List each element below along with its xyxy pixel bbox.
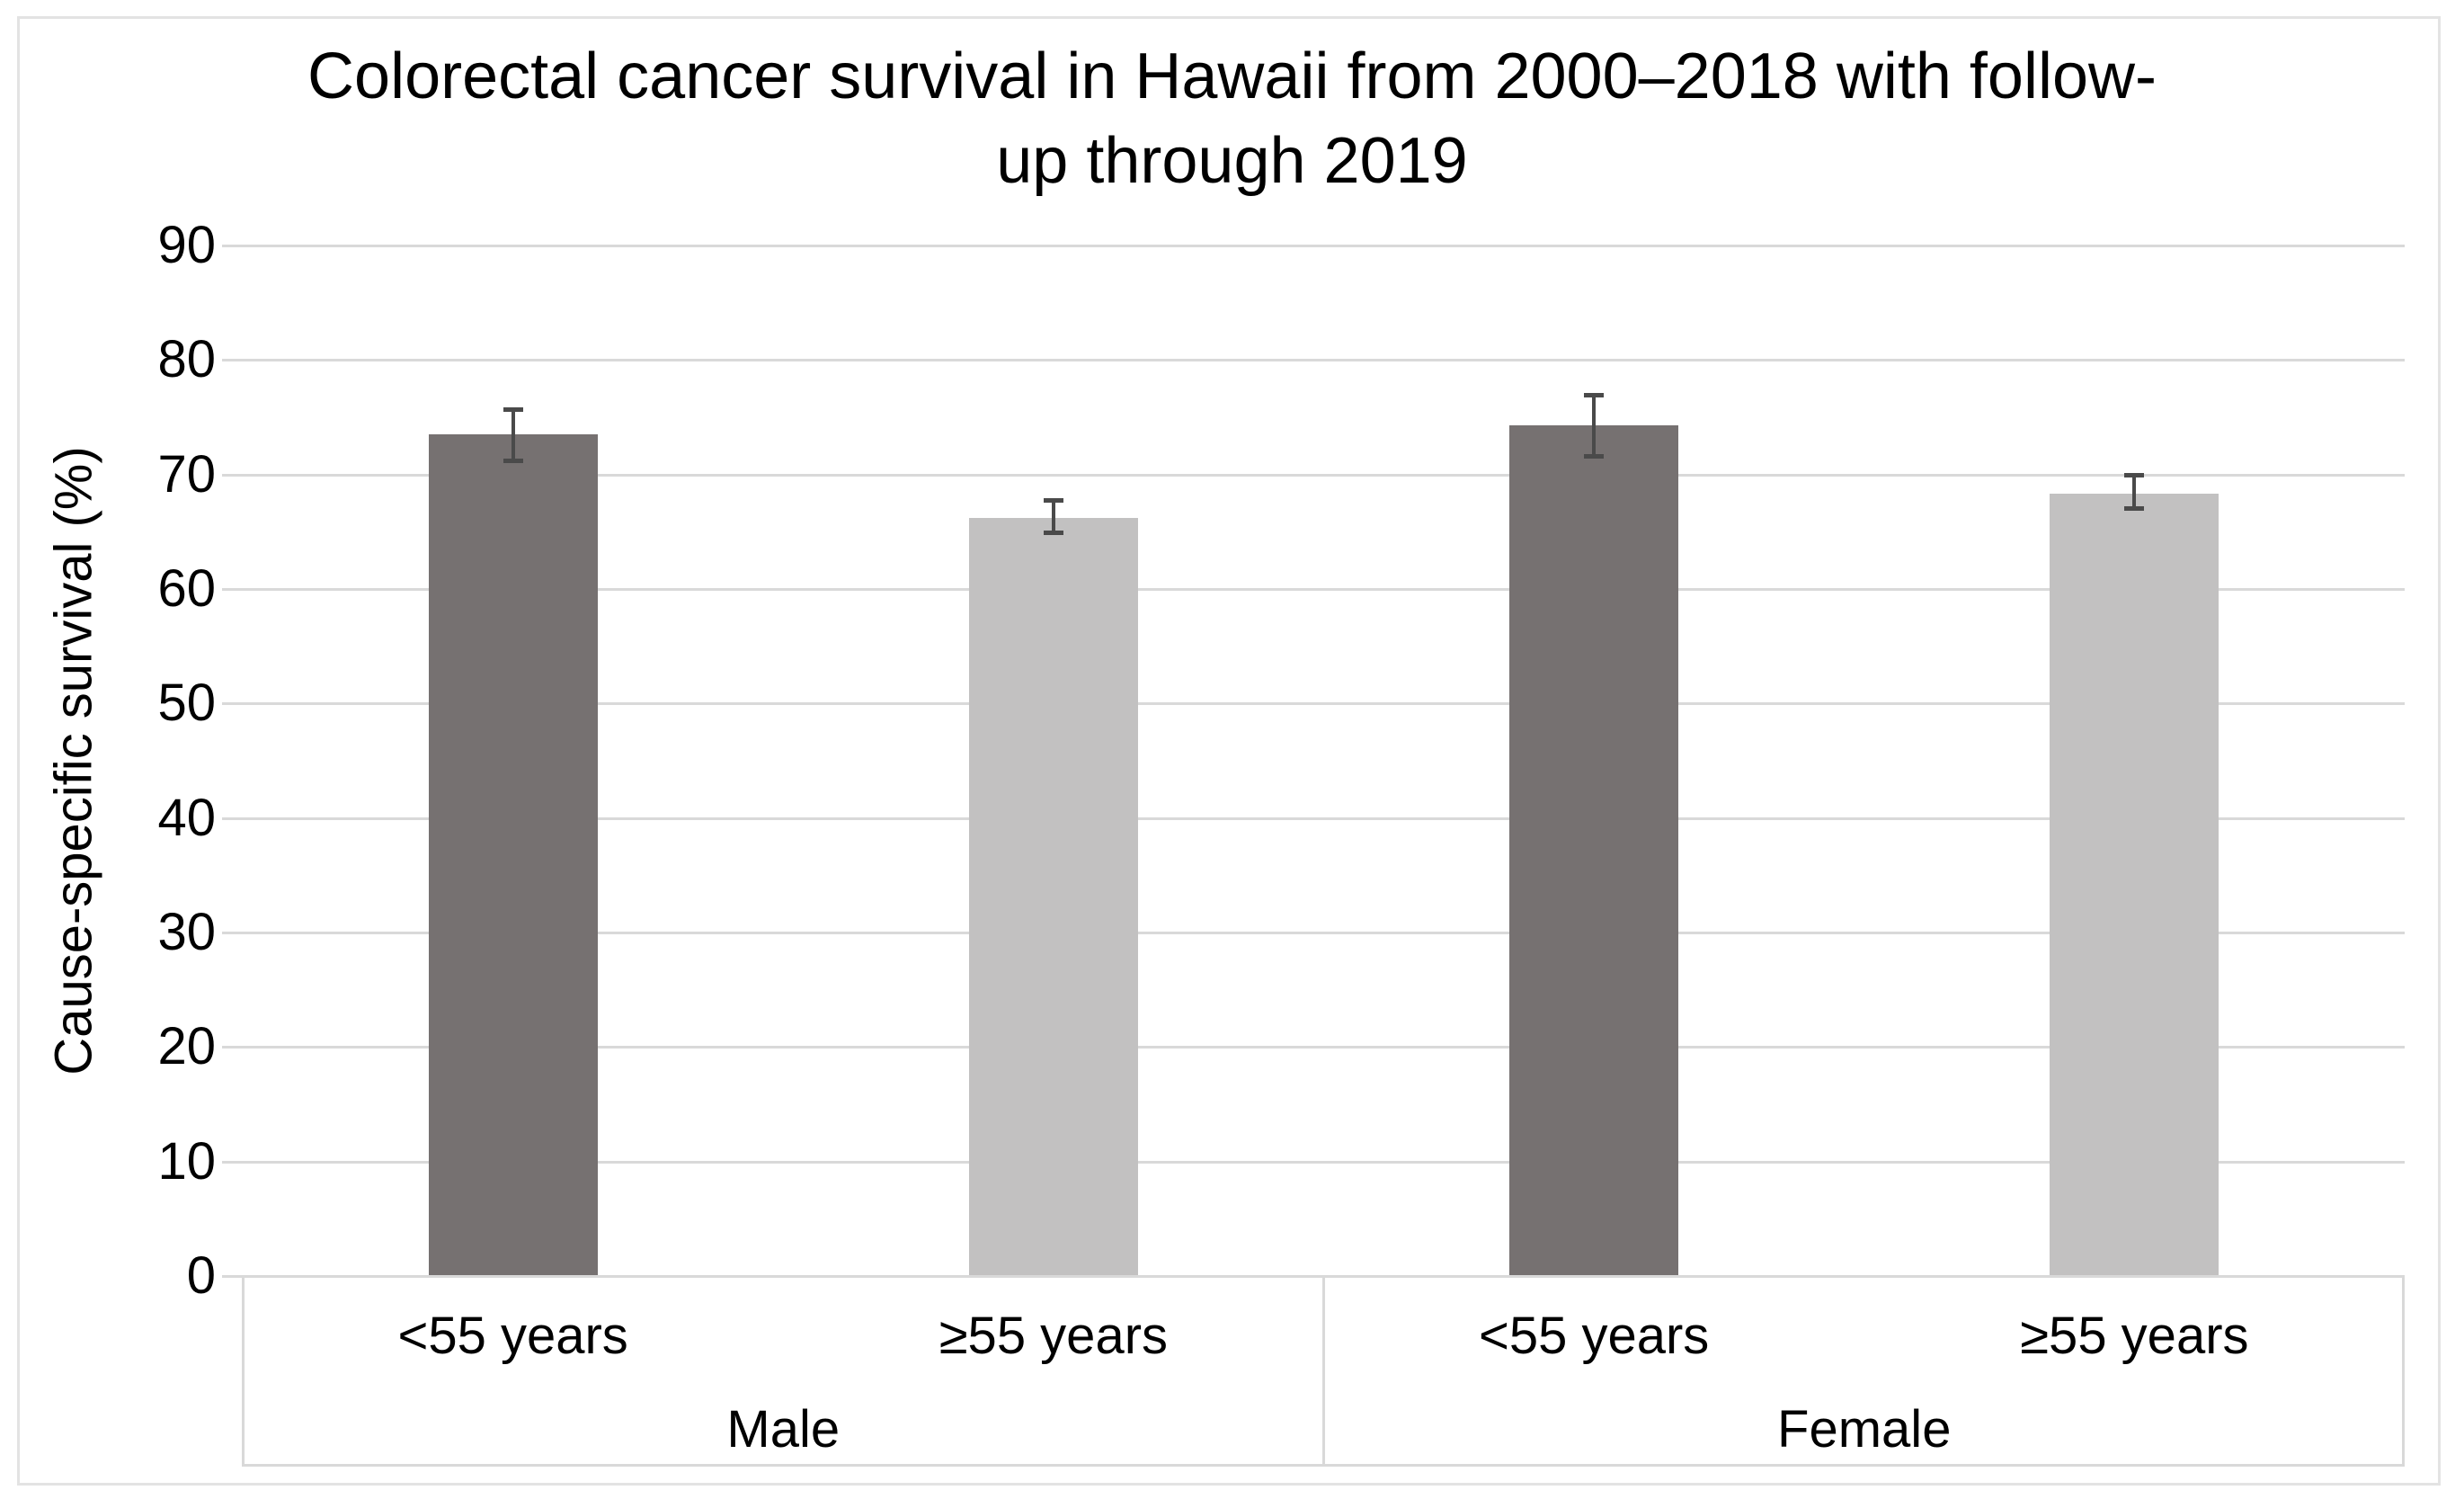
chart-outer-border	[17, 16, 2441, 1486]
error-whisker	[2132, 473, 2137, 512]
gridline-10	[243, 1160, 2405, 1164]
axis-box-right-line	[2402, 1275, 2405, 1466]
gridline-70	[243, 473, 2405, 477]
y-axis-tick-40	[222, 816, 243, 820]
y-tick-label-30: 30	[157, 903, 216, 961]
y-axis-tick-70	[222, 473, 243, 477]
error-bar-4	[2124, 473, 2145, 512]
y-tick-label-20: 20	[157, 1017, 216, 1076]
y-tick-label-40: 40	[157, 788, 216, 847]
error-cap	[1584, 393, 1605, 398]
y-tick-label-0: 0	[186, 1246, 216, 1305]
y-tick-label-50: 50	[157, 674, 216, 733]
error-cap	[2124, 506, 2145, 512]
y-tick-label-70: 70	[157, 444, 216, 504]
y-axis-tick-30	[222, 932, 243, 934]
category-label-2: ≥55 years	[938, 1307, 1169, 1365]
y-axis-tick-10	[222, 1160, 243, 1164]
category-label-3: <55 years	[1478, 1307, 1710, 1365]
y-axis-tick-0	[222, 1275, 243, 1278]
y-tick-label-60: 60	[157, 559, 216, 619]
error-cap	[2124, 473, 2145, 478]
y-tick-label-80: 80	[157, 330, 216, 389]
y-axis-tick-50	[222, 702, 243, 706]
gridline-90	[243, 245, 2405, 248]
y-axis-tick-80	[222, 359, 243, 362]
error-cap	[503, 406, 523, 412]
y-axis-tick-20	[222, 1046, 243, 1049]
error-whisker	[511, 406, 515, 463]
y-axis-tick-90	[222, 245, 243, 248]
error-bar-1	[503, 406, 523, 463]
error-cap	[1043, 498, 1063, 504]
error-cap	[1584, 453, 1605, 459]
category-label-1: <55 years	[397, 1307, 628, 1365]
gridline-20	[243, 1046, 2405, 1049]
gridline-30	[243, 932, 2405, 934]
y-axis-title: Cause-specific survival (%)	[44, 446, 103, 1075]
axis-box-bottom-line	[242, 1464, 2405, 1467]
bar-male-under55	[428, 434, 598, 1276]
gridline-80	[243, 359, 2405, 362]
chart-title: Colorectal cancer survival in Hawaii fro…	[0, 34, 2464, 203]
bar-female-over55	[2050, 494, 2219, 1276]
error-bar-3	[1584, 393, 1605, 459]
axis-box-left-line	[242, 1275, 245, 1466]
category-label-4: ≥55 years	[2020, 1307, 2249, 1365]
error-cap	[1043, 531, 1063, 536]
error-whisker	[1592, 393, 1597, 459]
bar-male-over55	[968, 518, 1138, 1276]
y-axis-tick-60	[222, 588, 243, 592]
bar-female-under55	[1509, 424, 1679, 1276]
error-bar-2	[1043, 498, 1063, 536]
gridline-60	[243, 588, 2405, 592]
chart-title-line-1: Colorectal cancer survival in Hawaii fro…	[307, 40, 2157, 112]
error-cap	[503, 458, 523, 463]
axis-box-group-divider	[1322, 1275, 1325, 1466]
chart-title-line-2: up through 2019	[996, 125, 1468, 197]
gridline-50	[243, 702, 2405, 706]
gridline-40	[243, 816, 2405, 820]
y-tick-label-10: 10	[157, 1131, 216, 1191]
group-label-male: Male	[726, 1400, 841, 1459]
group-label-female: Female	[1777, 1400, 1952, 1459]
y-tick-label-90: 90	[157, 216, 216, 275]
error-whisker	[1051, 498, 1055, 536]
